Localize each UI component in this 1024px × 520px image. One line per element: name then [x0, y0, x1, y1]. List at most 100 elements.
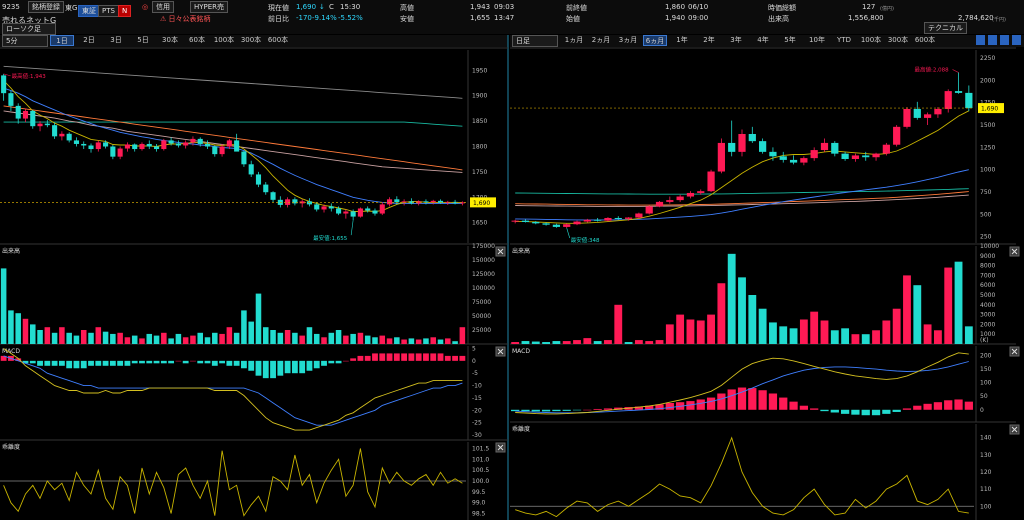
low-time: 13:47 [494, 14, 515, 22]
period-tab[interactable]: 600本 [267, 36, 289, 44]
register-button[interactable]: 銘柄登録 [28, 1, 64, 13]
open-label: 始値 [566, 15, 580, 23]
candle-body [197, 138, 203, 144]
technical-button[interactable]: テクニカル [924, 22, 967, 34]
candle-body [1, 75, 7, 94]
deviation-line [3, 448, 463, 517]
right-interval-select[interactable]: 日足 [512, 35, 558, 47]
candle-body [285, 199, 291, 205]
period-tab[interactable]: 6ヵ月 [643, 35, 667, 46]
draw-line-icon[interactable] [976, 35, 985, 45]
volume-bar [423, 338, 429, 344]
volume-bar [655, 340, 664, 344]
moving-average-line [515, 110, 970, 224]
market-cap-unit: (億円) [880, 6, 894, 12]
macd-histogram-bar [603, 408, 613, 410]
y-tick-label: 175000 [472, 243, 495, 250]
macd-histogram-bar [541, 409, 551, 412]
close-icon-x [1011, 248, 1018, 255]
volume-bar [131, 335, 138, 344]
period-tab[interactable]: 1ヵ月 [564, 36, 584, 44]
volume-bar [357, 332, 364, 344]
volume-bar [277, 332, 284, 344]
open-time: 09:00 [688, 14, 709, 22]
macd-histogram-bar [737, 387, 747, 410]
macd-histogram-bar [964, 401, 973, 410]
macd-histogram-bar [423, 353, 429, 361]
panel-title: 乖離度 [2, 443, 20, 451]
exchange-button[interactable]: 東証 [78, 5, 100, 17]
layout-icon[interactable] [1012, 35, 1021, 45]
macd-histogram-bar [80, 360, 87, 369]
price-down-icon: ↓ [319, 3, 325, 11]
candle-body [314, 204, 320, 210]
period-tab[interactable]: 60本 [189, 36, 205, 44]
period-tab[interactable]: 300本 [240, 36, 262, 44]
volume-bar [933, 330, 942, 344]
volume-bar [350, 333, 356, 344]
period-tab[interactable]: 4年 [757, 36, 769, 44]
change-pct-2: -5.52% [338, 14, 363, 22]
y-tick-label: 0 [472, 358, 476, 365]
chart-style-select[interactable]: ローソク足 [2, 23, 56, 35]
y-tick-label: 1500 [980, 122, 995, 129]
volume-bar [954, 261, 963, 344]
macd-histogram-bar [313, 360, 320, 369]
hyper-button[interactable]: HYPER売 [190, 1, 229, 13]
volume-bar [872, 330, 880, 344]
volume-bar [394, 337, 400, 344]
period-tab[interactable]: YTD [837, 36, 851, 44]
period-tab[interactable]: 1年 [676, 36, 688, 44]
left-interval-select[interactable]: 5分 [2, 35, 48, 47]
candle-body [81, 143, 87, 146]
last-price-label: 1,690 [981, 106, 998, 113]
high-annotation: 最高値:1,943 [12, 72, 47, 80]
macd-histogram-bar [593, 408, 602, 410]
credit-button[interactable]: 信用 [152, 1, 174, 13]
period-tab[interactable]: 1日 [50, 35, 74, 46]
macd-histogram-bar [95, 360, 102, 366]
period-tab[interactable]: 600本 [914, 36, 936, 44]
period-tab[interactable]: 3ヵ月 [618, 36, 638, 44]
period-tab[interactable]: 3日 [110, 36, 122, 44]
macd-histogram-bar [15, 358, 22, 361]
candle-body [408, 201, 414, 204]
candle-body [841, 153, 849, 160]
volume-bar [270, 330, 276, 344]
period-tab[interactable]: 10年 [809, 36, 825, 44]
period-tab[interactable]: 5年 [784, 36, 796, 44]
macd-histogram-bar [335, 360, 342, 364]
period-tab[interactable]: 2年 [703, 36, 715, 44]
period-tab[interactable]: 3年 [730, 36, 742, 44]
period-tab[interactable]: 30本 [162, 36, 178, 44]
candle-body [219, 146, 225, 155]
news-button[interactable]: N [118, 5, 132, 17]
period-tab[interactable]: 100本 [213, 36, 235, 44]
y-tick-label: 0 [980, 407, 984, 414]
macd-histogram-bar [160, 360, 167, 364]
close-flag: C [329, 3, 334, 11]
candle-body [511, 220, 519, 222]
macd-histogram-bar [686, 401, 695, 410]
draw-tool-icon[interactable] [988, 35, 997, 45]
period-tab[interactable]: 2ヵ月 [591, 36, 611, 44]
volume-bar [248, 321, 254, 344]
settings-icon[interactable] [1000, 35, 1009, 45]
macd-histogram-bar [408, 353, 415, 361]
candle-body [666, 200, 674, 202]
period-tab[interactable]: 5日 [137, 36, 149, 44]
candle-body [604, 217, 612, 221]
macd-histogram-bar [73, 360, 80, 369]
volume-bar [153, 335, 160, 344]
volume-bar [861, 334, 870, 344]
candle-body [124, 144, 130, 149]
period-tab[interactable]: 100本 [860, 36, 882, 44]
volume-bar [452, 341, 458, 344]
panel-title: 出来高 [512, 247, 530, 255]
macd-histogram-bar [0, 355, 7, 361]
period-tab[interactable]: 2日 [83, 36, 95, 44]
period-tab[interactable]: 300本 [887, 36, 909, 44]
y-tick-label: 1800 [472, 144, 487, 151]
volume-bar [168, 338, 174, 344]
